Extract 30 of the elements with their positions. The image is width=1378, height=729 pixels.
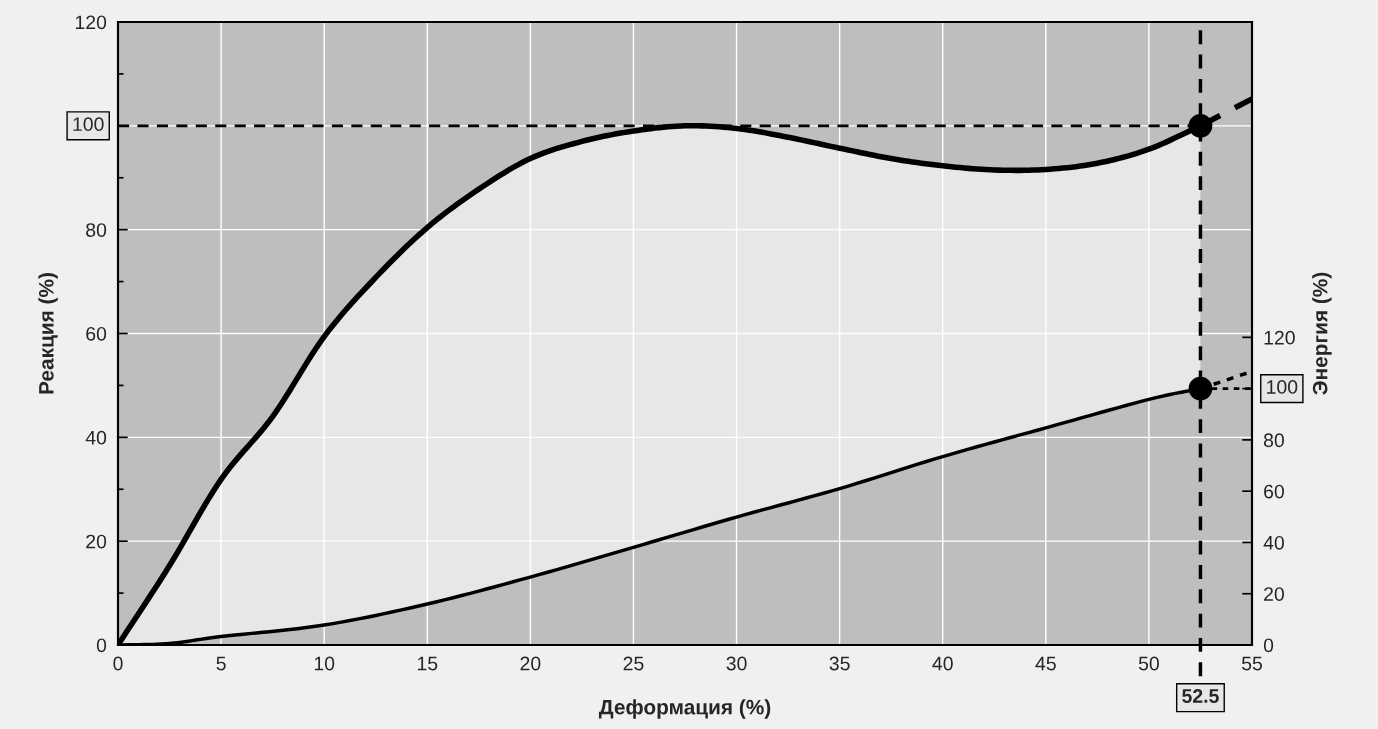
ref-line-label: 100	[73, 117, 104, 132]
x-tick-label: 0	[113, 656, 123, 671]
y2-axis-title: Энергия (%)	[1312, 272, 1332, 395]
x-tick-label: 40	[932, 656, 953, 671]
x-tick-label: 15	[417, 656, 438, 671]
ref-line-label: 52.5	[1182, 689, 1219, 703]
y-tick-label: 60	[86, 326, 107, 341]
x-tick-label: 50	[1138, 656, 1159, 671]
y-tick-label: 120	[75, 15, 107, 30]
y2-tick-label: 40	[1263, 535, 1284, 550]
y2-tick-label: 120	[1264, 330, 1295, 345]
y2-tick-label: 60	[1264, 484, 1284, 499]
x-axis-title: Деформация (%)	[598, 699, 771, 719]
ref-line-label: 100	[1267, 380, 1298, 394]
y-axis-title: Реакция (%)	[38, 273, 58, 394]
y-tick-label: 80	[86, 223, 107, 237]
y-tick-label: 0	[96, 638, 107, 653]
y-tick-label: 20	[86, 534, 107, 549]
y2-tick-label: 0	[1263, 638, 1274, 653]
y2-tick-label: 20	[1264, 587, 1284, 601]
y2-tick-label: 80	[1263, 433, 1284, 448]
x-tick-label: 35	[829, 656, 850, 671]
y-tick-label: 40	[85, 430, 107, 445]
x-tick-label: 10	[314, 656, 335, 671]
x-tick-label: 5	[216, 656, 226, 671]
x-tick-label: 20	[520, 656, 541, 671]
x-tick-label: 45	[1035, 656, 1056, 671]
x-tick-label: 30	[726, 656, 747, 671]
x-tick-label: 25	[623, 656, 644, 671]
x-tick-label: 55	[1241, 656, 1262, 671]
